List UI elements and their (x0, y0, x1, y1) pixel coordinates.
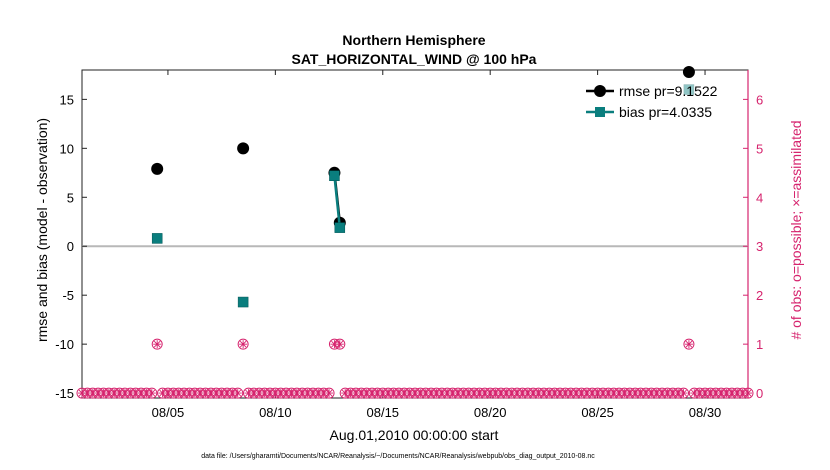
obs-possible-circle (232, 387, 244, 399)
obs-possible-circle (237, 338, 249, 350)
data-file-footnote: data file: /Users/gharamti/Documents/NCA… (201, 453, 595, 460)
bias-point (151, 233, 163, 244)
rmse-point (237, 142, 250, 155)
obs-possible-circle (151, 338, 163, 350)
legend-box (582, 79, 738, 125)
y-axis-label-right: # of obs: o=possible; ×=assimilated (788, 120, 804, 339)
obs-count-marker (334, 338, 346, 350)
obs-possible-circle (678, 387, 690, 399)
y-tick-label-right: 1 (756, 337, 763, 352)
legend-rmse-marker (594, 85, 606, 97)
obs-assimilated-cross (239, 340, 248, 349)
obs-count-marker (323, 387, 335, 399)
y-tick-label-left: 15 (60, 92, 74, 107)
legend-bias-label: bias pr=4.0335 (619, 104, 712, 120)
obs-possible-circle (742, 387, 754, 399)
rmse-point (151, 162, 164, 175)
x-tick-label: 08/30 (689, 405, 722, 420)
y-tick-label-right: 2 (756, 288, 763, 303)
legend-bias-marker (595, 107, 605, 117)
plot-area: 08/05 08/10 08/15 08/20 08/25 08/30 -15 -10 -5 0 5… (55, 65, 763, 420)
y-tick-label-right: 5 (756, 141, 763, 156)
y-axis-label-left: rmse and bias (model - observation) (34, 118, 50, 342)
obs-possible-circle (146, 387, 158, 399)
y-tick-label-left: 10 (60, 141, 74, 156)
y-tick-label-right: 0 (756, 386, 763, 401)
y-tick-label-right: 6 (756, 92, 763, 107)
bias-point (329, 170, 340, 181)
obs-count-marker (678, 387, 690, 399)
obs-assimilated-cross (679, 389, 688, 398)
y-tick-label-right: 4 (756, 190, 763, 205)
legend: rmse pr=9.1522 bias pr=4.0335 (582, 79, 738, 125)
y-tick-label-left: -5 (62, 288, 74, 303)
x-tick-label: 08/05 (152, 405, 185, 420)
obs-count-marker (146, 387, 158, 399)
obs-assimilated-cross (684, 340, 693, 349)
obs-count-marker (232, 387, 244, 399)
obs-assimilated-cross (233, 389, 242, 398)
y-tick-label-left: 5 (67, 190, 74, 205)
obs-possible-circle (683, 338, 695, 350)
chart-title-line-1: Northern Hemisphere (342, 32, 485, 48)
x-tick-label: 08/15 (367, 405, 400, 420)
obs-assimilated-cross (325, 389, 334, 398)
rmse-point (682, 65, 695, 78)
x-axis-label: Aug.01,2010 00:00:00 start (330, 427, 499, 443)
chart-title-line-2: SAT_HORIZONTAL_WIND @ 100 hPa (292, 51, 537, 67)
y-tick-label-left: -10 (55, 337, 74, 352)
obs-assimilated-cross (153, 340, 162, 349)
bias-line-segment (333, 175, 342, 228)
y-tick-label-left: 0 (67, 239, 74, 254)
y-tick-label-left: -15 (55, 386, 74, 401)
bias-point (237, 296, 249, 308)
obs-possible-circle (334, 338, 346, 350)
obs-possible-circle (323, 387, 335, 399)
obs-count-marker (742, 387, 754, 399)
obs-assimilated-cross (147, 389, 156, 398)
x-tick-label: 08/10 (259, 405, 292, 420)
y-tick-label-right: 3 (756, 239, 763, 254)
obs-assimilated-cross (744, 389, 752, 398)
x-tick-label: 08/25 (581, 405, 614, 420)
obs-count-marker (237, 338, 249, 350)
obs-assimilated-cross (335, 340, 344, 349)
x-tick-label: 08/20 (474, 405, 507, 420)
obs-count-marker (151, 338, 163, 350)
legend-rmse-label: rmse pr=9.1522 (619, 83, 718, 99)
bias-point (334, 222, 346, 233)
obs-count-marker (683, 338, 695, 350)
